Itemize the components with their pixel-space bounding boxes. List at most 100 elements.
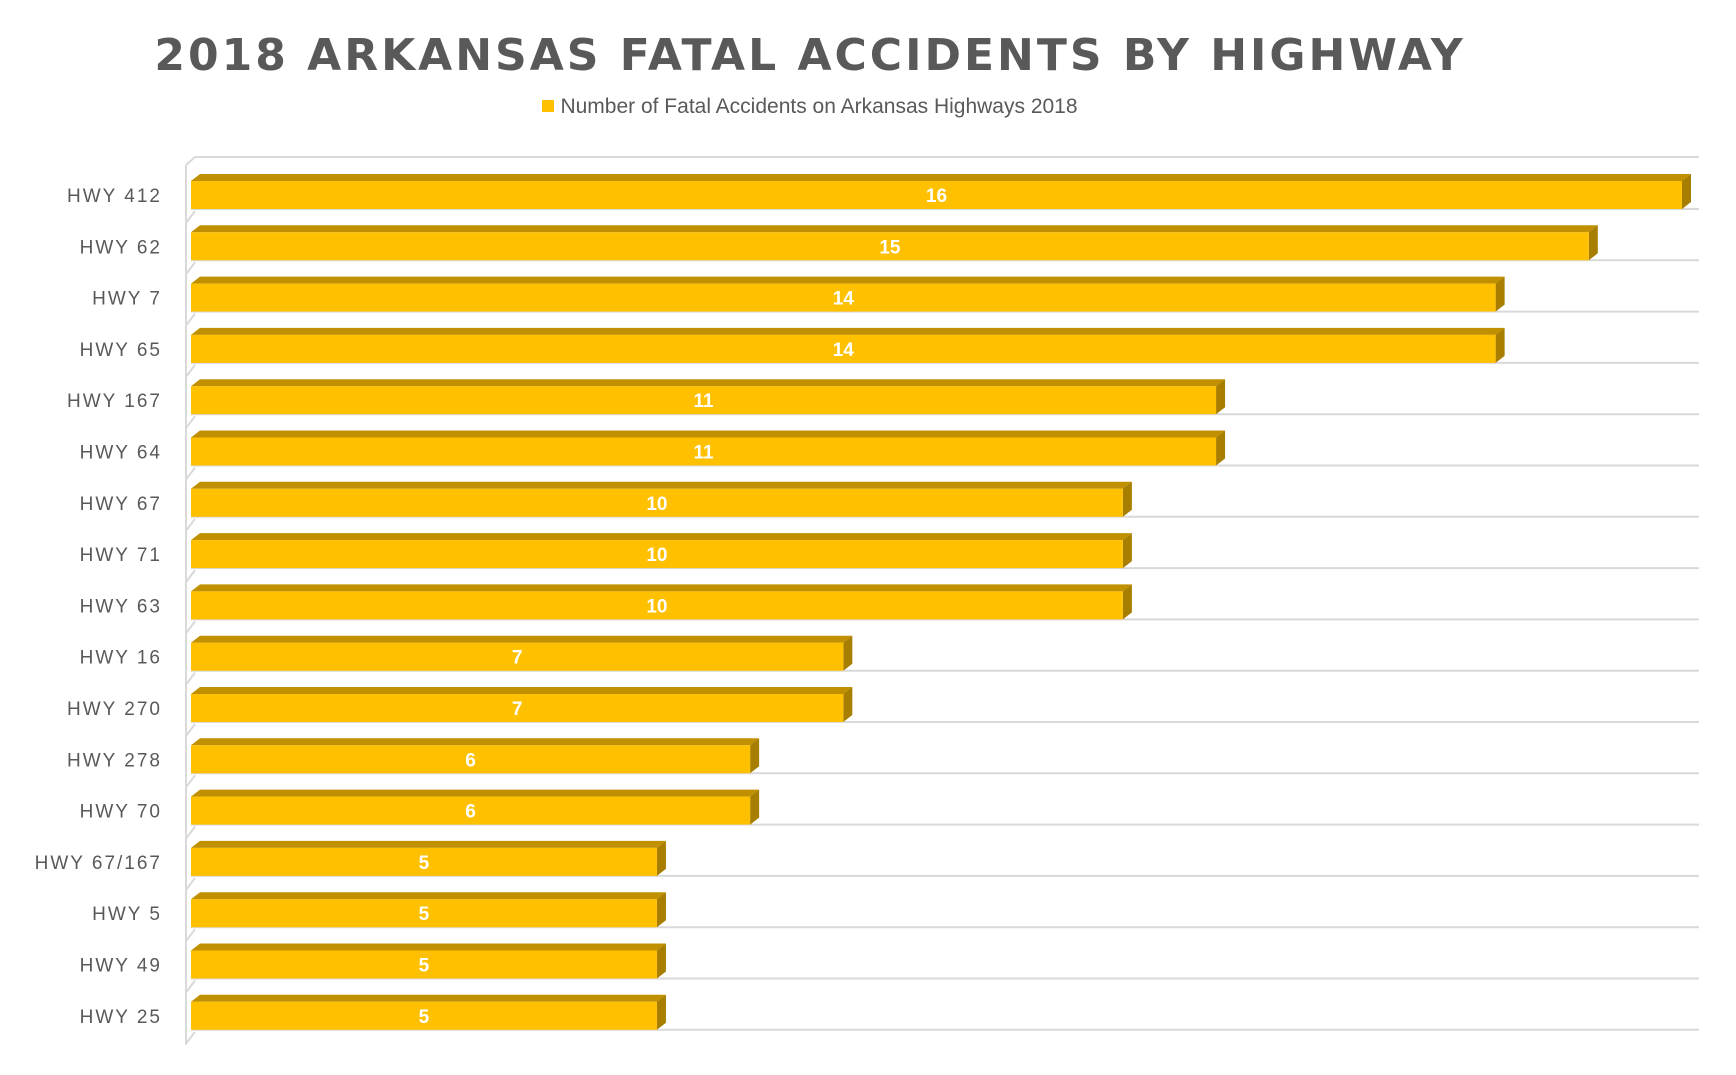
data-label: 7 [512, 699, 523, 720]
bar [191, 899, 657, 928]
data-label: 6 [465, 802, 476, 823]
bar-side-face [656, 840, 666, 876]
bar [191, 847, 657, 876]
data-label: 11 [693, 443, 714, 464]
bar [191, 488, 1123, 517]
gridline-depth [185, 928, 196, 942]
gridline-depth [185, 672, 196, 686]
data-label: 5 [419, 853, 430, 874]
bar-side-face [843, 635, 853, 671]
category-label: HWY 49 [80, 956, 162, 977]
category-label: HWY 278 [67, 750, 162, 771]
bar [191, 1001, 657, 1030]
bar-top-face [191, 943, 666, 951]
category-label: HWY 16 [80, 648, 162, 669]
data-label: 10 [646, 596, 667, 617]
bar-side-face [1588, 225, 1598, 261]
category-label: HWY 63 [80, 596, 162, 617]
gridline-depth [185, 723, 196, 737]
bar-top-face [191, 379, 1226, 387]
category-label: HWY 62 [80, 237, 162, 258]
data-label: 16 [926, 186, 947, 207]
bar-top-face [191, 276, 1505, 284]
bar [191, 437, 1217, 466]
bar-top-face [191, 635, 853, 643]
gridline-depth [185, 313, 196, 327]
bar-top-face [191, 533, 1132, 541]
gridline-depth [185, 979, 196, 994]
category-label: HWY 70 [80, 802, 162, 823]
bar-side-face [1495, 276, 1505, 312]
gridline-depth [185, 210, 196, 224]
gridline-depth [185, 1031, 196, 1045]
bar-top-face [191, 892, 666, 900]
gridline-depth [185, 261, 196, 275]
bar [191, 232, 1589, 261]
bar-side-face [1682, 174, 1691, 209]
bar [191, 950, 657, 979]
category-label: HWY 65 [80, 340, 162, 361]
bar [191, 181, 1682, 209]
bar-side-face [656, 892, 666, 928]
bar-side-face [843, 687, 853, 722]
legend-label: Number of Fatal Accidents on Arkansas Hi… [560, 95, 1078, 118]
legend-swatch [542, 100, 555, 112]
bar-side-face [1122, 481, 1132, 517]
bar-side-face [1122, 584, 1132, 620]
bar-top-face [191, 789, 760, 797]
bar [191, 796, 751, 825]
category-label: HWY 412 [67, 186, 162, 207]
bar-side-face [1216, 379, 1226, 415]
data-label: 6 [465, 750, 476, 771]
gridline-depth [185, 620, 196, 635]
axis-depth-line [185, 156, 196, 166]
category-label: HWY 67/167 [35, 853, 162, 874]
bar [191, 334, 1496, 363]
data-label: 15 [879, 237, 901, 258]
category-label: HWY 25 [80, 1007, 162, 1028]
bar [191, 642, 844, 671]
data-label: 7 [512, 648, 523, 669]
gridline-depth [185, 518, 196, 532]
bar-side-face [1122, 533, 1132, 569]
data-label: 5 [419, 904, 430, 925]
gridline-depth [185, 415, 196, 429]
bar-side-face [656, 943, 666, 979]
category-label: HWY 71 [80, 545, 162, 566]
bar-top-face [191, 481, 1132, 489]
bar [191, 745, 751, 774]
legend: Number of Fatal Accidents on Arkansas Hi… [0, 95, 1620, 119]
bar [191, 591, 1123, 620]
gridline-depth [185, 569, 196, 583]
bar [191, 283, 1496, 312]
bar-top-face [191, 225, 1598, 233]
bar-top-face [191, 174, 1691, 181]
bar-top-face [191, 994, 666, 1002]
data-label: 14 [833, 340, 855, 361]
bar-top-face [191, 430, 1226, 438]
bar-top-face [191, 584, 1132, 592]
gridline-depth [185, 466, 196, 481]
bar-top-face [191, 738, 760, 746]
data-label: 11 [693, 391, 714, 412]
category-label: HWY 67 [80, 494, 162, 515]
category-label: HWY 7 [92, 289, 162, 310]
gridline-depth [185, 877, 196, 891]
data-label: 14 [833, 289, 855, 310]
bar [191, 540, 1123, 569]
data-label: 5 [419, 956, 430, 977]
gridline-depth [185, 774, 196, 788]
bar-side-face [750, 738, 760, 774]
bar [191, 694, 844, 722]
bar-side-face [750, 789, 760, 825]
bar-side-face [1216, 430, 1226, 466]
category-label: HWY 64 [80, 443, 162, 464]
category-label: HWY 167 [67, 391, 162, 412]
bar-top-face [191, 327, 1505, 335]
gridline-depth [185, 364, 196, 378]
bar-top-face [191, 840, 666, 848]
category-label: HWY 270 [67, 699, 162, 720]
bar-side-face [1495, 327, 1505, 363]
category-label: HWY 5 [92, 904, 162, 925]
